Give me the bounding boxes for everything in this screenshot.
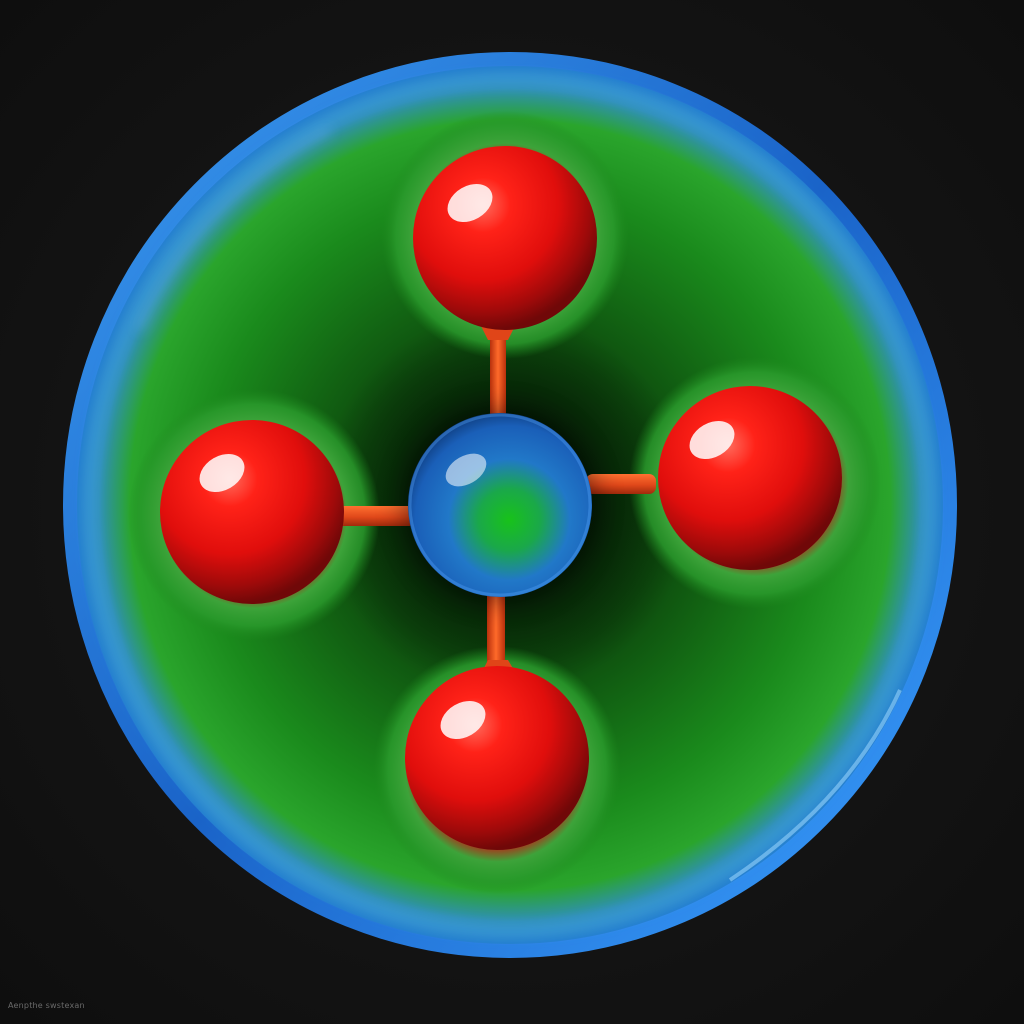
outer-atom-top [413, 146, 597, 330]
outer-atoms [160, 146, 842, 850]
watermark-text: Aenpthe swstexan [8, 1001, 85, 1010]
outer-atom-left [160, 420, 344, 604]
outer-atom-right [658, 386, 842, 570]
outer-atom-bottom [405, 666, 589, 850]
central-atom [405, 410, 595, 600]
